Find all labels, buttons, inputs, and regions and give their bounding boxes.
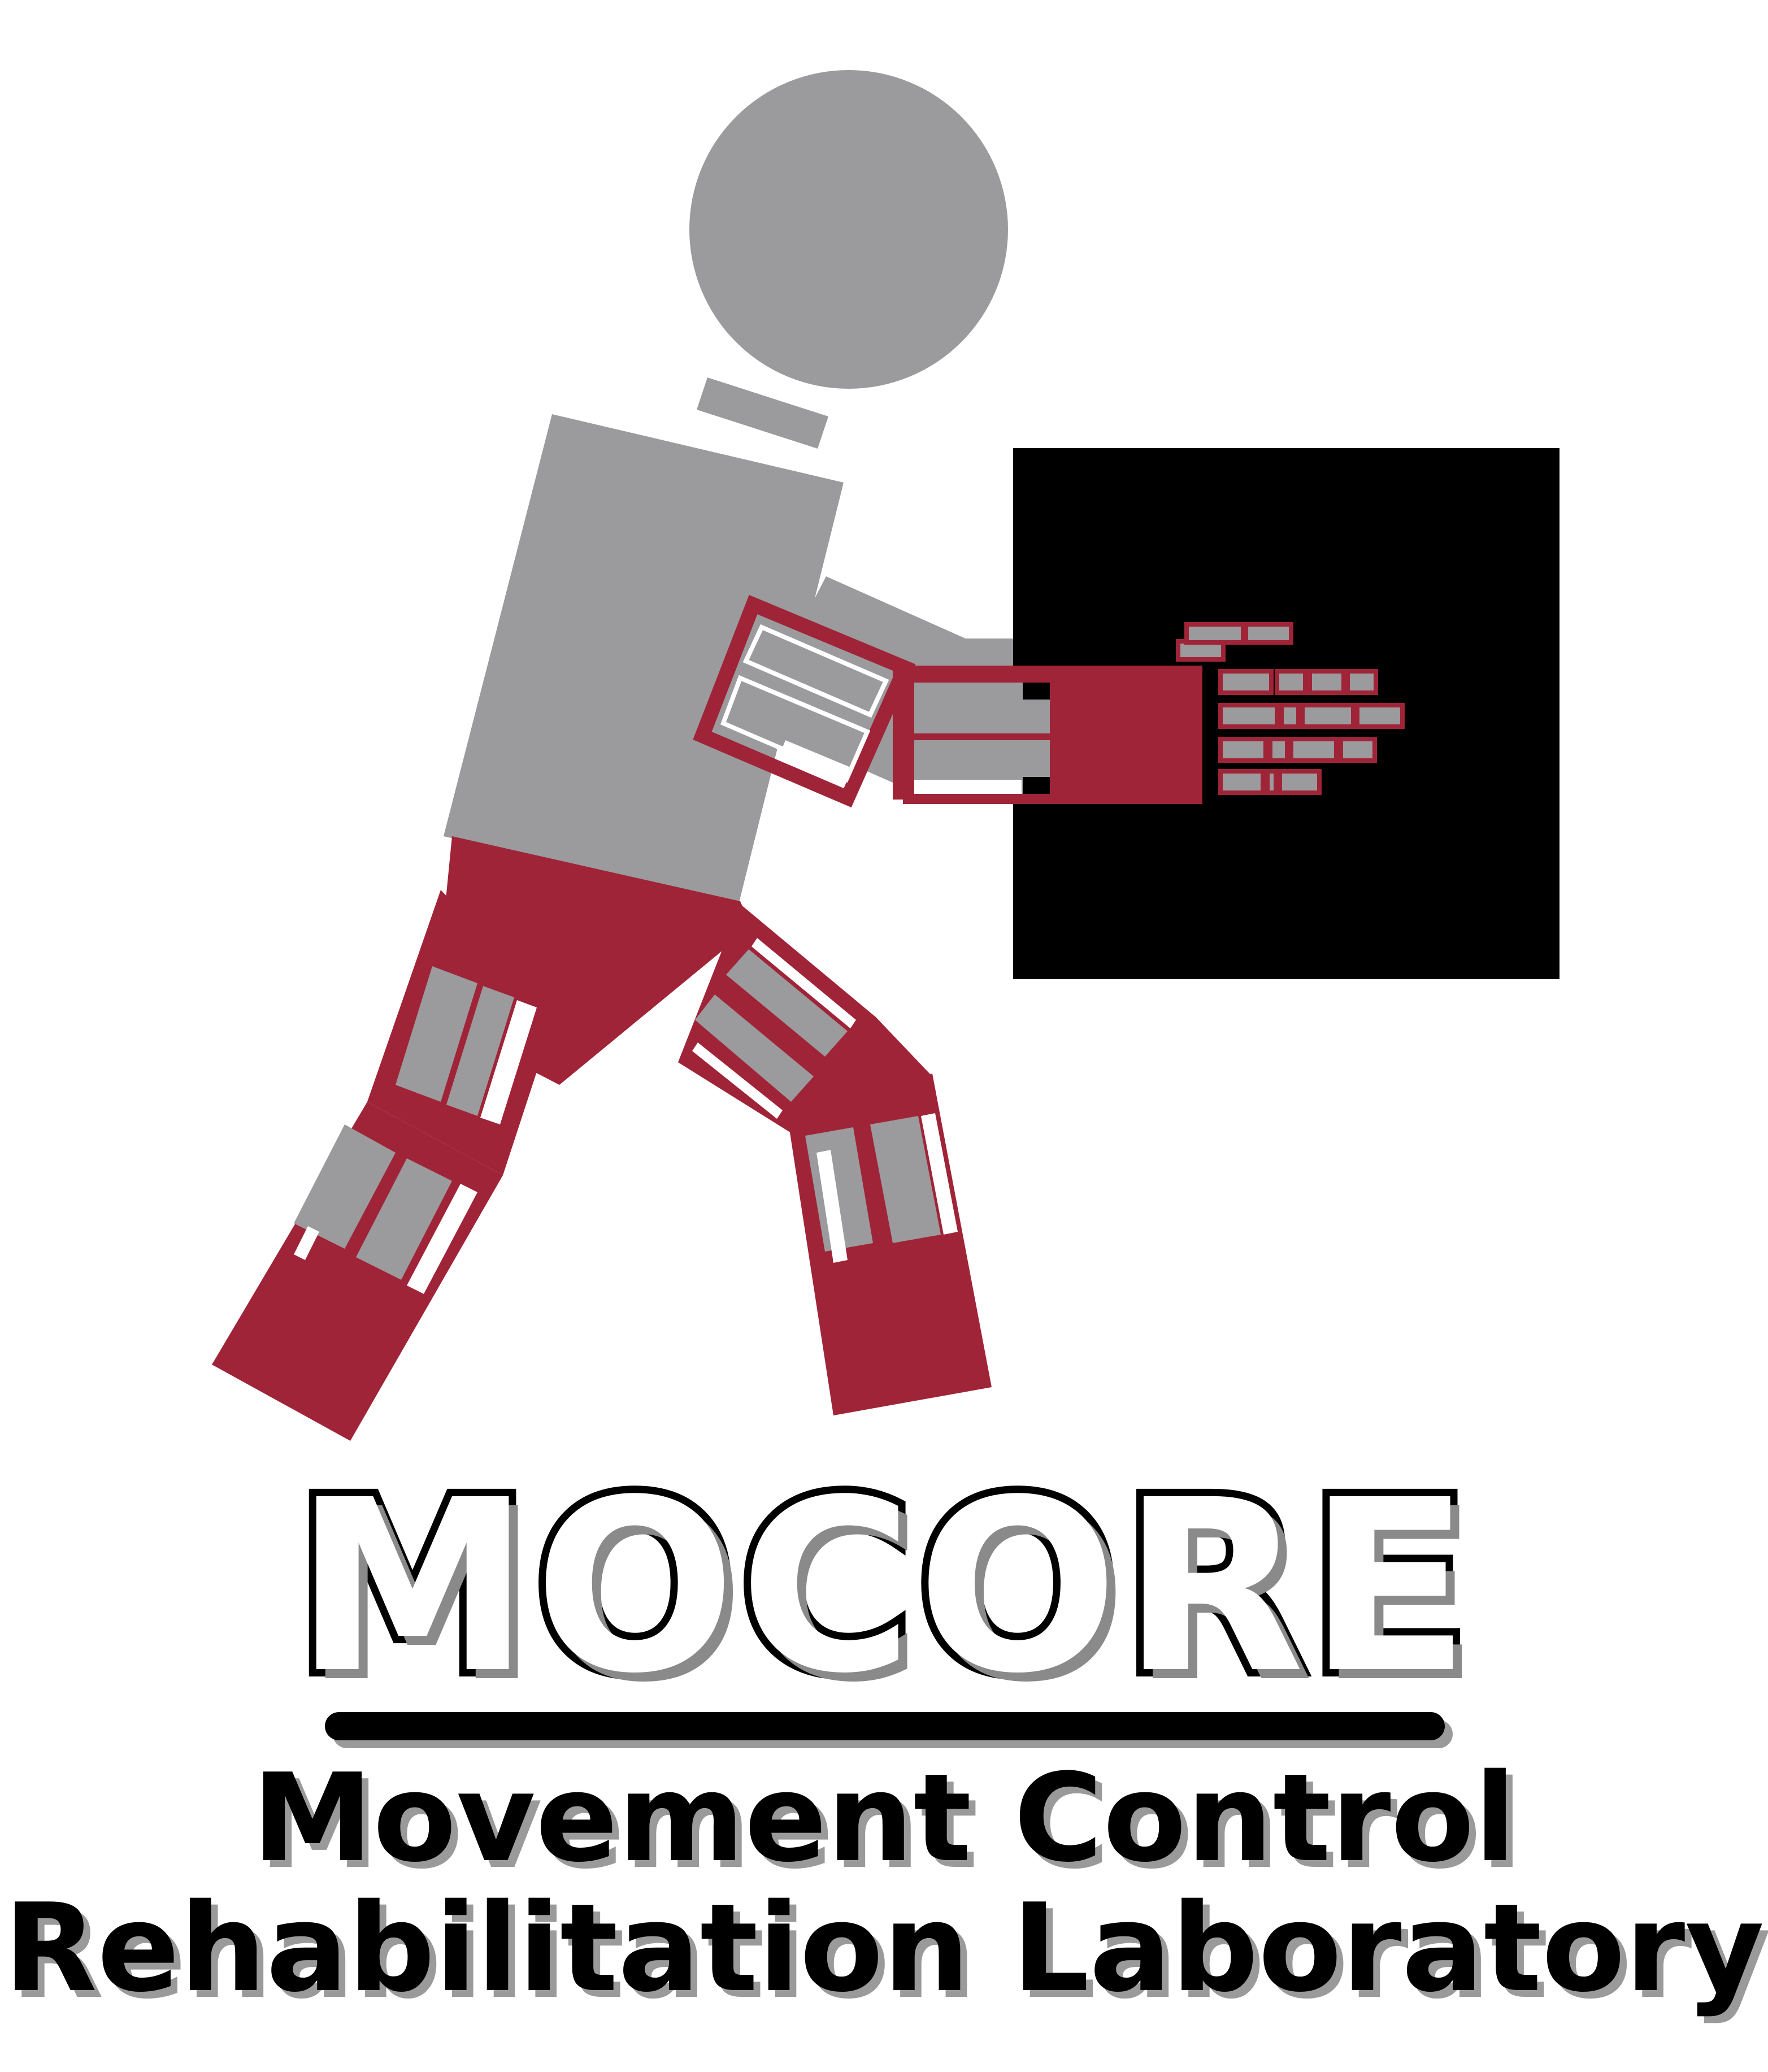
figure-neck <box>697 377 828 449</box>
figure-torso <box>444 414 844 902</box>
back-thigh-struts <box>396 966 537 1124</box>
back-shin-struts <box>294 1124 477 1294</box>
glove-fingers <box>1176 622 1405 795</box>
figure-head <box>689 70 1008 389</box>
forearm-exoskeleton <box>903 666 1202 804</box>
title-underline <box>325 1712 1445 1740</box>
logo-title: MOCORE <box>287 1449 1478 1726</box>
logo-subtitle-line2: Rehabilitation Laboratory <box>3 1877 1765 2019</box>
logo-subtitle-line1: Movement Control <box>252 1747 1516 1889</box>
arm-exoskeleton <box>693 594 915 808</box>
front-thigh-struts <box>692 938 856 1119</box>
front-shin-struts <box>805 1113 958 1263</box>
